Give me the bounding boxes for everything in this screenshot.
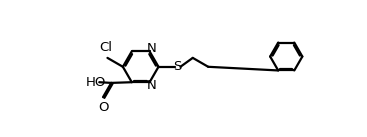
Text: O: O bbox=[98, 101, 108, 114]
Text: N: N bbox=[146, 79, 156, 92]
Text: S: S bbox=[173, 60, 182, 73]
Text: HO: HO bbox=[86, 76, 106, 89]
Text: Cl: Cl bbox=[99, 41, 113, 54]
Text: N: N bbox=[146, 42, 156, 55]
